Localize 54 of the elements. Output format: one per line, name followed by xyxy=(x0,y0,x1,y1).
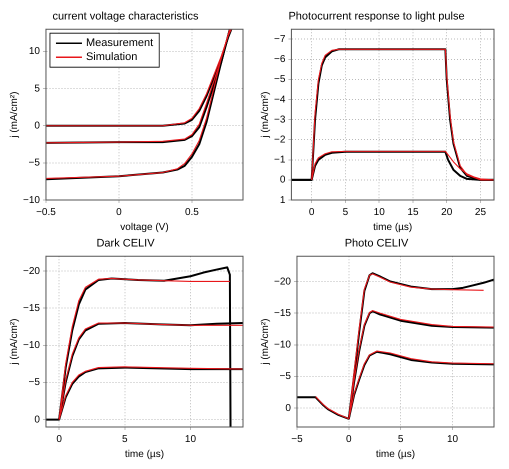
y-tick-label: −4 xyxy=(274,94,286,106)
x-tick-label: 0 xyxy=(346,434,352,445)
y-tick-label: 5 xyxy=(34,83,40,94)
y-tick-label: −15 xyxy=(22,302,40,314)
x-tick-label: 0 xyxy=(308,206,315,218)
chart-title: Dark CELIV xyxy=(96,238,156,250)
x-tick-label: 0.5 xyxy=(184,206,200,218)
y-tick-label: −6 xyxy=(274,54,286,66)
x-axis-title: time (µs) xyxy=(373,222,412,233)
chart-title: current voltage characteristics xyxy=(52,10,200,23)
x-tick-label: 5 xyxy=(342,206,349,218)
x-axis-title: time (µs) xyxy=(124,448,164,460)
y-tick-label: −5 xyxy=(28,377,40,388)
x-tick-label: 10 xyxy=(374,206,386,218)
x-axis-title: voltage (V) xyxy=(120,222,169,233)
y-tick-label: 0 xyxy=(34,414,40,426)
y-tick-label: −10 xyxy=(22,340,40,352)
x-tick-label: 0 xyxy=(116,206,122,218)
y-tick-label: −20 xyxy=(274,276,292,288)
legend-label: Measurement xyxy=(86,37,154,50)
y-tick-label: −5 xyxy=(274,74,286,86)
y-tick-label: −10 xyxy=(274,340,292,351)
x-tick-label: 10 xyxy=(184,434,196,445)
y-tick-label: −15 xyxy=(274,308,292,319)
y-axis-title: j (mA/cm²) xyxy=(8,92,20,139)
x-tick-label: 25 xyxy=(474,206,486,218)
y-axis-title: j (mA/cm²) xyxy=(8,318,20,366)
x-tick-label: −0.5 xyxy=(36,206,56,218)
legend-label: Simulation xyxy=(86,51,138,64)
chart-title: Photo CELIV xyxy=(344,238,409,250)
y-tick-label: −3 xyxy=(274,114,286,126)
y-tick-label: −2 xyxy=(274,134,286,146)
x-tick-label: 10 xyxy=(446,434,459,445)
x-axis-title: time (µs) xyxy=(376,448,416,460)
y-tick-label: 0 xyxy=(280,174,286,186)
y-tick-label: 0 xyxy=(34,120,40,132)
y-tick-label: −10 xyxy=(22,194,40,206)
y-tick-label: 10 xyxy=(28,46,40,58)
x-tick-label: 0 xyxy=(56,434,62,445)
y-tick-label: 1 xyxy=(280,194,286,206)
x-tick-label: 5 xyxy=(398,434,404,445)
x-tick-label: 5 xyxy=(122,434,128,445)
y-tick-label: 0 xyxy=(285,402,292,414)
x-tick-label: −5 xyxy=(291,434,304,445)
y-axis-title: j (mA/cm²) xyxy=(260,92,271,139)
y-axis-title: j (mA/cm²) xyxy=(260,318,271,366)
y-tick-label: −20 xyxy=(22,266,40,277)
y-tick-label: −7 xyxy=(274,34,286,45)
chart-title: Photocurrent response to light pulse xyxy=(288,10,465,23)
y-tick-label: −5 xyxy=(28,158,40,169)
y-tick-label: −5 xyxy=(280,371,292,382)
y-tick-label: −1 xyxy=(274,154,286,166)
x-tick-label: 15 xyxy=(407,206,419,218)
x-tick-label: 20 xyxy=(441,206,453,218)
